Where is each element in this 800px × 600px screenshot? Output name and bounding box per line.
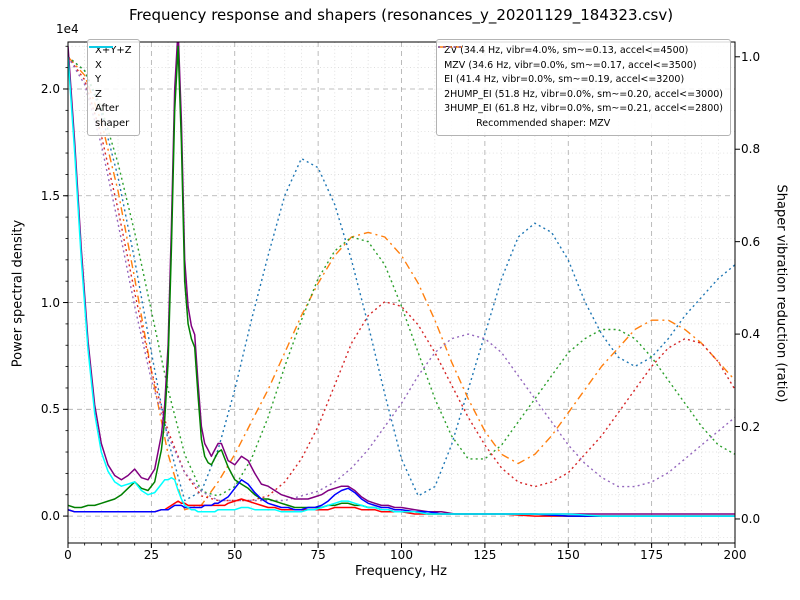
x-tick-label: 150 <box>556 548 580 562</box>
legend-label: MZV (34.6 Hz, vibr=0.0%, sm~=0.17, accel… <box>444 59 697 71</box>
y-right-tick-label: 0.0 <box>741 511 761 526</box>
legend-label: Z <box>95 88 102 100</box>
curve-shaper-zv <box>68 56 735 502</box>
curve-shaper-3hump_ei <box>68 56 735 502</box>
curve-psd-x-y-z <box>68 42 735 515</box>
y-left-tick-label: 0.5 <box>40 402 60 417</box>
legend-label: After shaper <box>95 103 130 129</box>
legend-line-swatch <box>438 46 463 48</box>
legend-shaper-item-0: ZV (34.4 Hz, vibr=4.0%, sm~=0.13, accel<… <box>438 44 723 59</box>
legend-label: 3HUMP_EI (61.8 Hz, vibr=0.0%, sm~=0.21, … <box>444 103 723 114</box>
x-axis-label: Frequency, Hz <box>354 564 448 579</box>
y-right-tick-label: 0.6 <box>741 234 761 249</box>
y-left-tick-label: 2.0 <box>40 81 60 96</box>
x-tick-label: 200 <box>723 548 747 562</box>
legend-psd-item-1: X <box>89 46 132 74</box>
y-left-tick-label: 0.0 <box>40 509 60 524</box>
legend-psd-item-4: After shaper <box>89 46 132 131</box>
curve-shaper-ei <box>68 56 735 497</box>
x-tick-label: 100 <box>390 548 413 562</box>
x-tick-label: 0 <box>64 548 72 562</box>
y-right-tick-label: 1.0 <box>741 49 761 64</box>
y-left-tick-label: 1.5 <box>40 188 60 203</box>
legend-label: X+Y+Z <box>95 45 132 56</box>
y-right-tick-label: 0.4 <box>741 327 761 342</box>
legend-label: X <box>95 59 102 71</box>
legend-shaper-item-1: MZV (34.6 Hz, vibr=0.0%, sm~=0.17, accel… <box>438 46 723 74</box>
y-right-tick-label: 0.8 <box>741 142 761 157</box>
legend-shaper-item-3: 2HUMP_EI (51.8 Hz, vibr=0.0%, sm~=0.20, … <box>438 46 723 103</box>
x-tick-label: 75 <box>310 548 326 562</box>
legend-line-swatch <box>89 46 113 48</box>
legend-label: EI (41.4 Hz, vibr=0.0%, sm~=0.19, accel<… <box>444 74 685 85</box>
y-left-tick-label: 1.0 <box>40 295 60 310</box>
x-tick-label: 125 <box>473 548 497 562</box>
legend-shaper-item-2: EI (41.4 Hz, vibr=0.0%, sm~=0.19, accel<… <box>438 46 723 88</box>
legend-shapers: ZV (34.4 Hz, vibr=4.0%, sm~=0.13, accel<… <box>436 39 731 136</box>
x-tick-label: 25 <box>143 548 160 562</box>
x-tick-label: 50 <box>227 548 243 562</box>
y-right-tick-label: 0.2 <box>741 419 761 434</box>
legend-shaper-item-4: 3HUMP_EI (61.8 Hz, vibr=0.0%, sm~=0.21, … <box>438 46 723 117</box>
recommended-shaper-note: Recommended shaper: MZV <box>476 117 611 129</box>
y-axis-offset-label: 1e4 <box>56 22 79 36</box>
legend-psd-item-2: Y <box>89 46 132 88</box>
legend-psd-item-3: Z <box>89 46 132 103</box>
legend-label: Y <box>95 74 102 85</box>
legend-psd: X+Y+Z X Y Z After shaper <box>87 39 140 136</box>
curve-psd-after-shaper <box>68 56 735 517</box>
legend-label: ZV (34.4 Hz, vibr=4.0%, sm~=0.13, accel<… <box>444 45 689 56</box>
x-tick-label: 175 <box>640 548 664 562</box>
y-axis-left-label: Power spectral density <box>10 219 26 368</box>
chart-title: Frequency response and shapers (resonanc… <box>128 6 674 24</box>
legend-label: 2HUMP_EI (51.8 Hz, vibr=0.0%, sm~=0.20, … <box>444 88 723 100</box>
y-axis-right-label: Shaper vibration reduction (ratio) <box>773 184 789 403</box>
